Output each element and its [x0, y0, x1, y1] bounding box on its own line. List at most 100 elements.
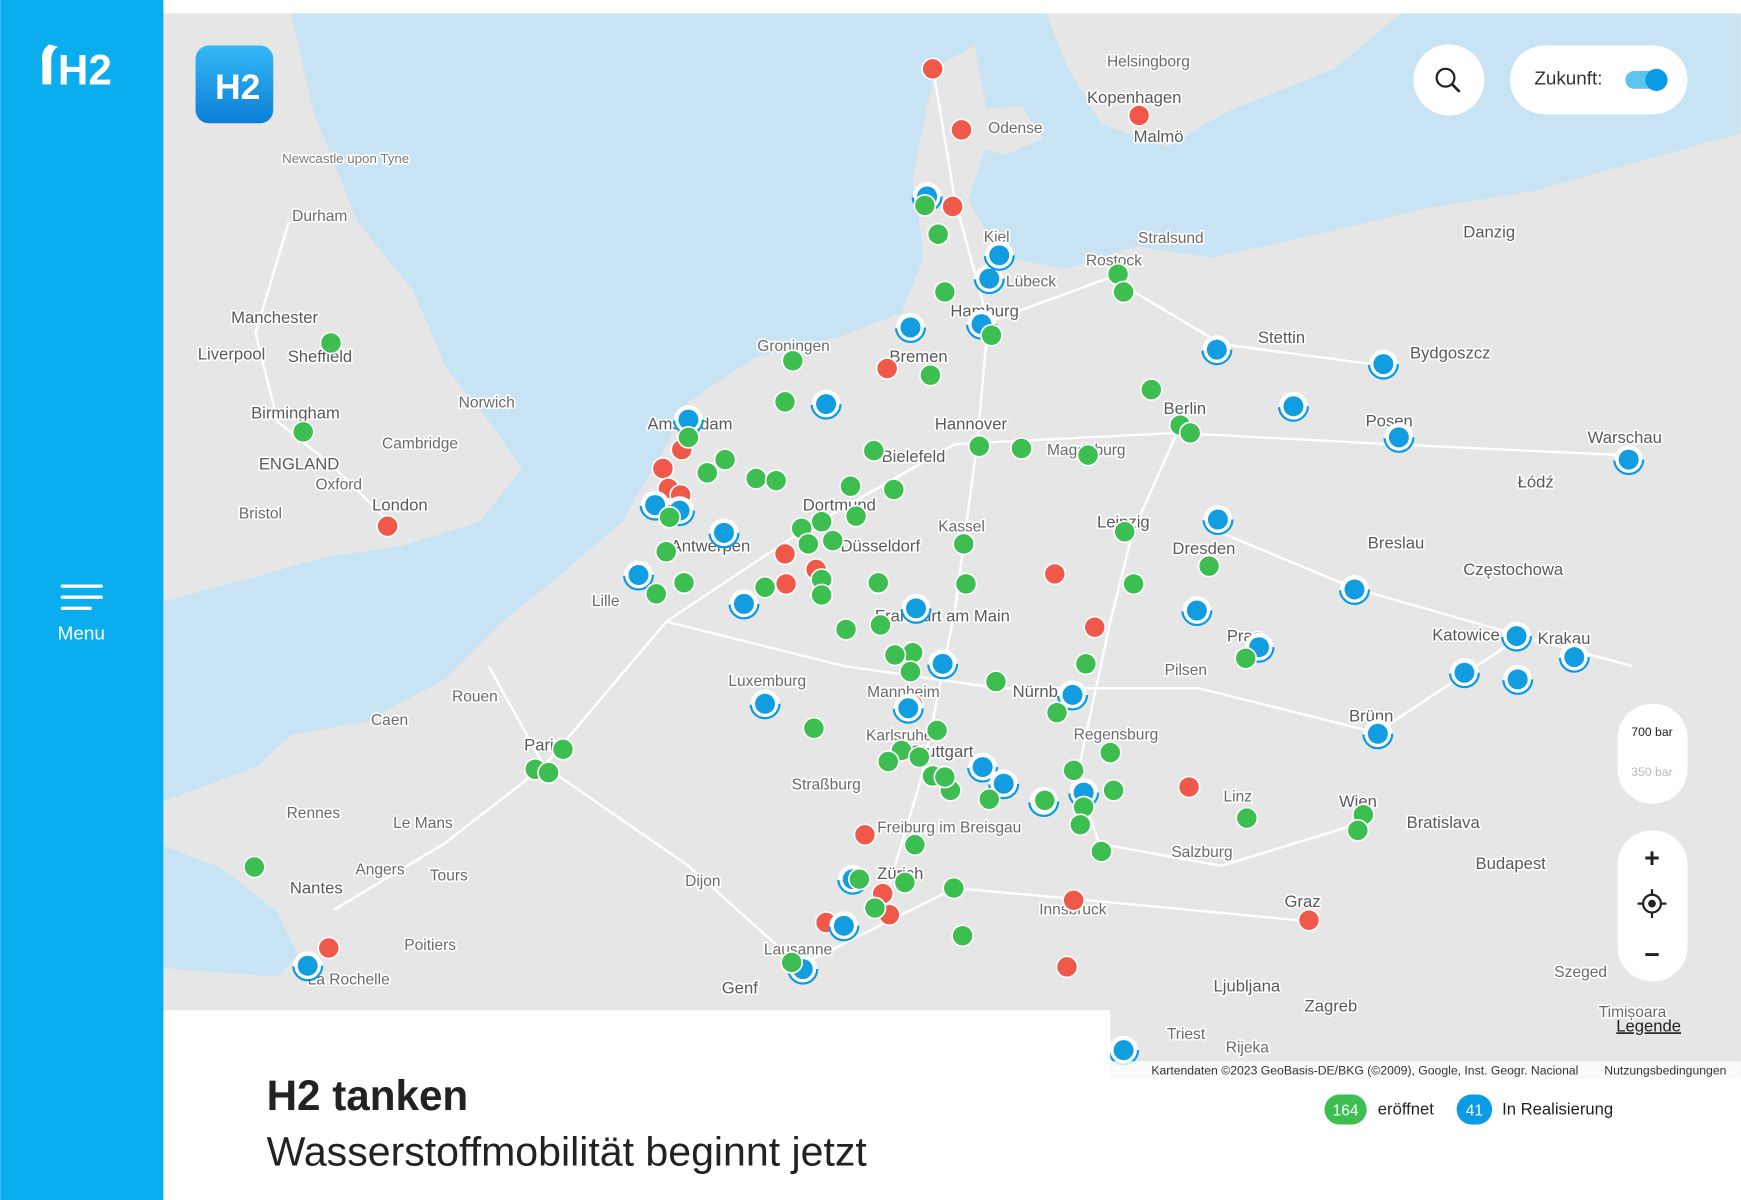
station-planned-red[interactable] — [773, 542, 797, 566]
station-planned-red[interactable] — [1055, 955, 1079, 979]
station-open[interactable] — [942, 876, 966, 900]
station-planned-red[interactable] — [950, 118, 973, 142]
station-planned-red[interactable] — [853, 823, 877, 847]
station-open[interactable] — [796, 532, 820, 556]
station-planned-red[interactable] — [941, 195, 965, 218]
station-open[interactable] — [844, 504, 868, 528]
station-open[interactable] — [869, 613, 892, 637]
station-realisation[interactable] — [1367, 723, 1388, 744]
zoom-out[interactable]: − — [1644, 940, 1660, 970]
zoom-in[interactable]: + — [1644, 843, 1660, 873]
search-button[interactable] — [1413, 44, 1485, 116]
station-realisation[interactable] — [297, 955, 318, 976]
station-open[interactable] — [677, 425, 700, 449]
station-open[interactable] — [1098, 741, 1122, 765]
station-open[interactable] — [848, 867, 871, 891]
station-realisation[interactable] — [1506, 626, 1527, 647]
station-realisation[interactable] — [979, 268, 1000, 289]
station-open[interactable] — [713, 448, 737, 471]
station-realisation[interactable] — [972, 757, 993, 778]
station-realisation[interactable] — [932, 653, 953, 674]
station-planned-red[interactable] — [875, 357, 899, 380]
station-realisation[interactable] — [755, 693, 776, 714]
map[interactable]: Manchester Liverpool Sheffield Birmingham EN… — [163, 13, 1741, 1080]
station-open[interactable] — [926, 222, 950, 246]
station-planned-red[interactable] — [376, 514, 399, 538]
station-open[interactable] — [913, 193, 937, 217]
station-open[interactable] — [291, 420, 315, 444]
station-open[interactable] — [1139, 378, 1163, 402]
station-realisation[interactable] — [898, 698, 919, 719]
station-open[interactable] — [1122, 572, 1145, 596]
station-open[interactable] — [644, 582, 668, 606]
menu-button[interactable]: Menu — [58, 584, 105, 643]
station-open[interactable] — [933, 280, 957, 304]
station-open[interactable] — [658, 505, 681, 529]
legend-link[interactable]: Legende — [1616, 1016, 1681, 1035]
station-realisation[interactable] — [1206, 339, 1227, 360]
station-realisation[interactable] — [816, 394, 837, 415]
pressure-switch[interactable]: 700 bar 350 bar — [1617, 703, 1688, 804]
station-realisation[interactable] — [1062, 684, 1083, 705]
station-open[interactable] — [984, 670, 1008, 693]
station-open[interactable] — [919, 363, 942, 387]
station-realisation[interactable] — [1283, 396, 1304, 417]
station-planned-red[interactable] — [1062, 888, 1086, 912]
station-open[interactable] — [810, 510, 834, 534]
station-open[interactable] — [899, 660, 922, 683]
station-open[interactable] — [1045, 701, 1069, 725]
station-open[interactable] — [753, 575, 777, 599]
station-realisation[interactable] — [628, 565, 649, 586]
station-open[interactable] — [243, 855, 266, 879]
station-open[interactable] — [781, 349, 805, 373]
station-open[interactable] — [952, 532, 976, 556]
station-open[interactable] — [654, 540, 678, 564]
station-open[interactable] — [967, 434, 991, 458]
station-planned-red[interactable] — [1177, 775, 1201, 799]
station-open[interactable] — [893, 871, 917, 894]
station-open[interactable] — [1068, 813, 1092, 837]
station-open[interactable] — [933, 765, 957, 789]
station-realisation[interactable] — [900, 317, 921, 338]
station-realisation[interactable] — [1618, 449, 1639, 470]
station-realisation[interactable] — [645, 495, 666, 516]
station-realisation[interactable] — [833, 915, 854, 936]
station-realisation[interactable] — [906, 598, 927, 619]
station-planned-red[interactable] — [1127, 104, 1151, 127]
station-open[interactable] — [882, 478, 906, 501]
station-open[interactable] — [810, 583, 834, 607]
station-planned-red[interactable] — [1297, 908, 1321, 932]
station-open[interactable] — [839, 474, 862, 498]
station-open[interactable] — [863, 896, 887, 920]
station-open[interactable] — [866, 571, 890, 595]
station-realisation[interactable] — [1373, 354, 1394, 375]
station-open[interactable] — [773, 390, 797, 414]
future-toggle[interactable]: Zukunft: — [1509, 45, 1688, 115]
station-open[interactable] — [744, 467, 768, 490]
station-open[interactable] — [1112, 280, 1135, 304]
sidebar-logo[interactable]: H2 — [58, 46, 112, 93]
station-open[interactable] — [876, 750, 900, 773]
station-realisation[interactable] — [1454, 662, 1475, 683]
station-open[interactable] — [834, 618, 858, 641]
station-open[interactable] — [319, 331, 343, 355]
pressure-700[interactable]: 700 bar — [1631, 725, 1672, 739]
station-open[interactable] — [1076, 443, 1100, 467]
station-open[interactable] — [764, 469, 788, 493]
station-open[interactable] — [780, 951, 804, 974]
attribution-terms[interactable]: Nutzungsbedingungen — [1604, 1064, 1726, 1078]
station-realisation[interactable] — [733, 593, 754, 614]
station-open[interactable] — [1346, 818, 1370, 842]
locate-button[interactable] — [1637, 889, 1667, 919]
station-open[interactable] — [977, 787, 1001, 811]
station-realisation[interactable] — [1388, 427, 1409, 448]
station-open[interactable] — [821, 529, 845, 552]
station-open[interactable] — [1234, 646, 1258, 670]
station-open[interactable] — [1033, 788, 1057, 812]
station-realisation[interactable] — [993, 773, 1014, 794]
station-realisation[interactable] — [1113, 1040, 1134, 1061]
station-realisation[interactable] — [989, 245, 1010, 266]
station-open[interactable] — [951, 924, 975, 948]
station-realisation[interactable] — [1186, 600, 1207, 621]
station-open[interactable] — [695, 461, 719, 485]
